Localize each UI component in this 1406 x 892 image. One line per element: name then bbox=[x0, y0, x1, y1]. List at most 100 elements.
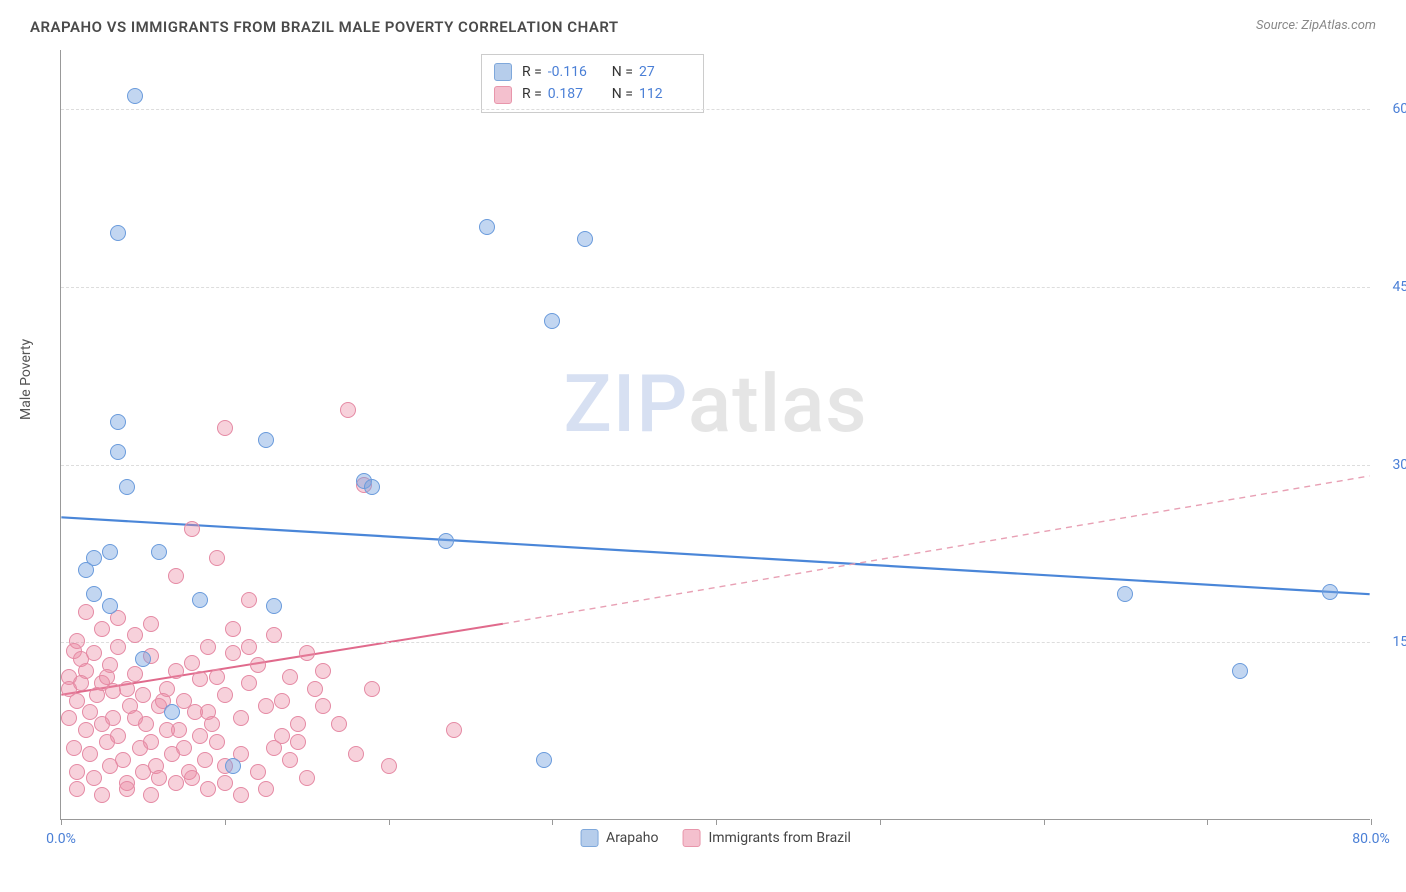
data-point-brazil bbox=[61, 710, 77, 726]
data-point-brazil bbox=[143, 616, 159, 632]
data-point-brazil bbox=[241, 592, 257, 608]
data-point-arapaho bbox=[164, 704, 180, 720]
data-point-arapaho bbox=[1232, 663, 1248, 679]
data-point-brazil bbox=[299, 770, 315, 786]
data-point-brazil bbox=[168, 663, 184, 679]
data-point-brazil bbox=[217, 775, 233, 791]
data-point-brazil bbox=[73, 675, 89, 691]
swatch-brazil-bottom bbox=[682, 829, 700, 847]
data-point-brazil bbox=[94, 787, 110, 803]
legend-r-value-brazil: 0.187 bbox=[548, 83, 600, 105]
data-point-arapaho bbox=[119, 479, 135, 495]
data-point-arapaho bbox=[438, 533, 454, 549]
y-tick-label: 15.0% bbox=[1375, 634, 1406, 650]
series-legend: Arapaho Immigrants from Brazil bbox=[580, 829, 851, 847]
data-point-brazil bbox=[78, 604, 94, 620]
data-point-brazil bbox=[217, 687, 233, 703]
data-point-arapaho bbox=[479, 219, 495, 235]
data-point-brazil bbox=[86, 645, 102, 661]
legend-n-label: N = bbox=[612, 61, 633, 83]
x-tick bbox=[1371, 819, 1372, 825]
data-point-brazil bbox=[274, 728, 290, 744]
legend-row-arapaho: R = -0.116 N = 27 bbox=[494, 61, 691, 83]
data-point-brazil bbox=[127, 710, 143, 726]
data-point-brazil bbox=[132, 740, 148, 756]
data-point-arapaho bbox=[110, 414, 126, 430]
data-point-brazil bbox=[282, 669, 298, 685]
data-point-brazil bbox=[315, 698, 331, 714]
y-tick-label: 45.0% bbox=[1375, 279, 1406, 295]
data-point-brazil bbox=[89, 687, 105, 703]
legend-r-value-arapaho: -0.116 bbox=[548, 61, 600, 83]
data-point-arapaho bbox=[192, 592, 208, 608]
data-point-brazil bbox=[127, 666, 143, 682]
trend-line bbox=[61, 517, 1369, 594]
data-point-brazil bbox=[69, 764, 85, 780]
data-point-brazil bbox=[192, 728, 208, 744]
data-point-brazil bbox=[94, 716, 110, 732]
data-point-brazil bbox=[110, 639, 126, 655]
x-tick bbox=[552, 819, 553, 825]
y-tick-label: 60.0% bbox=[1375, 101, 1406, 117]
data-point-arapaho bbox=[151, 544, 167, 560]
legend-n-label: N = bbox=[612, 83, 633, 105]
data-point-brazil bbox=[209, 734, 225, 750]
legend-n-value-arapaho: 27 bbox=[639, 61, 691, 83]
data-point-brazil bbox=[381, 758, 397, 774]
data-point-brazil bbox=[187, 704, 203, 720]
data-point-arapaho bbox=[577, 231, 593, 247]
legend-item-arapaho: Arapaho bbox=[580, 829, 658, 847]
data-point-brazil bbox=[159, 722, 175, 738]
data-point-brazil bbox=[82, 746, 98, 762]
data-point-brazil bbox=[78, 722, 94, 738]
x-tick-label: 0.0% bbox=[46, 831, 76, 847]
gridline bbox=[61, 642, 1370, 643]
y-tick-label: 30.0% bbox=[1375, 457, 1406, 473]
data-point-brazil bbox=[197, 752, 213, 768]
data-point-arapaho bbox=[225, 758, 241, 774]
data-point-brazil bbox=[274, 693, 290, 709]
data-point-brazil bbox=[233, 710, 249, 726]
data-point-brazil bbox=[225, 645, 241, 661]
data-point-brazil bbox=[250, 657, 266, 673]
data-point-brazil bbox=[184, 655, 200, 671]
x-tick bbox=[880, 819, 881, 825]
data-point-arapaho bbox=[78, 562, 94, 578]
data-point-brazil bbox=[299, 645, 315, 661]
data-point-brazil bbox=[69, 781, 85, 797]
data-point-brazil bbox=[258, 781, 274, 797]
data-point-arapaho bbox=[266, 598, 282, 614]
watermark: ZIPatlas bbox=[564, 357, 868, 451]
data-point-brazil bbox=[151, 770, 167, 786]
data-point-brazil bbox=[135, 764, 151, 780]
legend-label-arapaho: Arapaho bbox=[606, 830, 658, 846]
swatch-arapaho bbox=[494, 63, 512, 81]
data-point-brazil bbox=[315, 663, 331, 679]
data-point-brazil bbox=[364, 681, 380, 697]
watermark-zip: ZIP bbox=[564, 357, 689, 451]
data-point-brazil bbox=[340, 402, 356, 418]
data-point-brazil bbox=[200, 781, 216, 797]
data-point-brazil bbox=[102, 758, 118, 774]
data-point-brazil bbox=[225, 621, 241, 637]
data-point-brazil bbox=[241, 675, 257, 691]
data-point-brazil bbox=[266, 627, 282, 643]
plot-area: ZIPatlas R = -0.116 N = 27 R = 0.187 N =… bbox=[60, 50, 1370, 820]
data-point-brazil bbox=[184, 770, 200, 786]
legend-item-brazil: Immigrants from Brazil bbox=[682, 829, 851, 847]
x-tick-label: 80.0% bbox=[1352, 831, 1390, 847]
data-point-arapaho bbox=[1322, 584, 1338, 600]
data-point-arapaho bbox=[110, 225, 126, 241]
data-point-brazil bbox=[66, 740, 82, 756]
data-point-brazil bbox=[209, 669, 225, 685]
data-point-arapaho bbox=[135, 651, 151, 667]
data-point-brazil bbox=[348, 746, 364, 762]
data-point-brazil bbox=[250, 764, 266, 780]
legend-r-label: R = bbox=[522, 61, 542, 83]
data-point-arapaho bbox=[102, 598, 118, 614]
data-point-brazil bbox=[86, 770, 102, 786]
legend-r-label: R = bbox=[522, 83, 542, 105]
data-point-brazil bbox=[105, 683, 121, 699]
data-point-brazil bbox=[200, 639, 216, 655]
y-axis-label: Male Poverty bbox=[18, 339, 34, 420]
